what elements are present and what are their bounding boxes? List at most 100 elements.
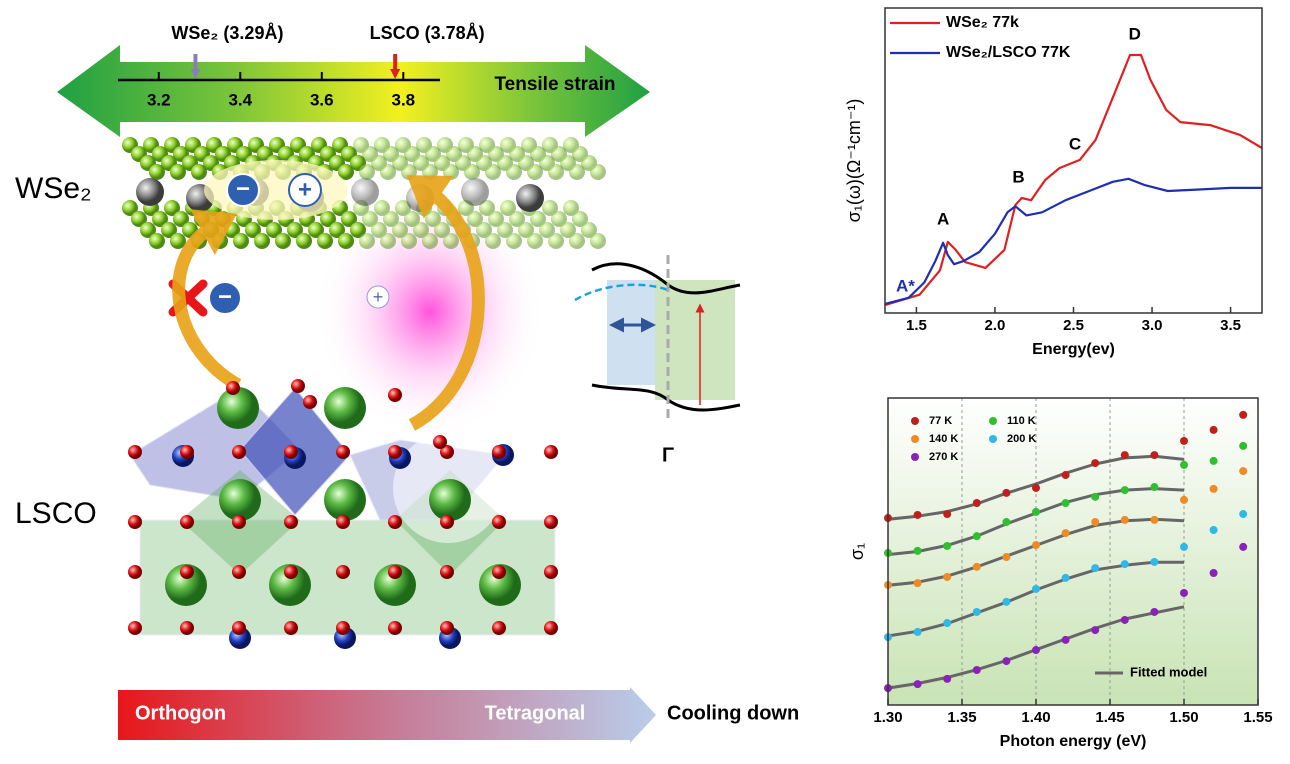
- la-atom: [374, 564, 416, 606]
- legend-swatch: [989, 417, 997, 425]
- se-atom: [530, 211, 546, 227]
- x-tick-label: 1.40: [1021, 709, 1050, 726]
- data-point: [1180, 542, 1188, 551]
- phase-start: Orthogon: [135, 702, 226, 724]
- se-atom: [362, 211, 378, 227]
- data-point: [972, 532, 981, 541]
- se-atom: [434, 222, 450, 238]
- x-axis-label: Energy(ev): [1032, 341, 1115, 358]
- o-atom: [440, 515, 454, 529]
- data-point: [943, 572, 952, 581]
- o-atom: [128, 515, 142, 529]
- data-point: [1091, 564, 1100, 573]
- se-atom: [560, 222, 576, 238]
- strain-arrow: [57, 45, 650, 137]
- se-atom: [518, 222, 534, 238]
- scale-tick-label: 3.6: [310, 90, 334, 109]
- se-atom: [341, 211, 357, 227]
- se-atom: [464, 164, 480, 180]
- legend-label: 140 K: [929, 433, 958, 445]
- o-atom: [388, 565, 402, 579]
- o-atom: [232, 565, 246, 579]
- se-atom: [590, 164, 606, 180]
- o-atom: [388, 445, 402, 459]
- o-atom: [303, 395, 317, 409]
- la-atom: [429, 479, 471, 521]
- data-point: [1091, 626, 1100, 635]
- x-tick-label: 1.50: [1169, 709, 1198, 726]
- se-atom: [170, 233, 186, 249]
- data-point: [943, 674, 952, 683]
- legend-label: 270 K: [929, 451, 958, 463]
- se-atom: [413, 222, 429, 238]
- data-point: [1209, 484, 1218, 493]
- legend-label: 200 K: [1007, 433, 1036, 445]
- data-point: [913, 546, 922, 555]
- o-atom: [388, 515, 402, 529]
- data-point: [1002, 553, 1011, 562]
- se-atom: [359, 233, 375, 249]
- se-atom: [581, 222, 597, 238]
- o-atom: [440, 565, 454, 579]
- o-atom: [128, 565, 142, 579]
- data-point: [913, 579, 922, 588]
- la-atom: [324, 479, 366, 521]
- o-atom: [180, 565, 194, 579]
- data-point: [1120, 615, 1129, 624]
- se-atom: [443, 164, 459, 180]
- o-atom: [284, 621, 298, 635]
- charge-label: −: [236, 175, 250, 202]
- data-line: [884, 53, 1263, 307]
- hole: [288, 173, 322, 207]
- x-tick-label: 1.35: [947, 709, 976, 726]
- se-atom: [374, 200, 390, 216]
- x-tick-label: 1.5: [906, 317, 927, 334]
- scale-marker-label: WSe₂ (3.29Å): [171, 23, 283, 43]
- x-tick-label: 3.0: [1142, 317, 1163, 334]
- data-point: [1239, 542, 1248, 551]
- legend-swatch: [911, 453, 919, 461]
- o-atom: [492, 515, 506, 529]
- o-atom: [180, 515, 194, 529]
- data-point: [943, 541, 952, 550]
- se-atom: [500, 200, 516, 216]
- o-atom: [232, 621, 246, 635]
- data-point: [1091, 492, 1100, 501]
- se-atom: [212, 233, 228, 249]
- se-atom: [296, 233, 312, 249]
- se-atom: [401, 164, 417, 180]
- scale-marker-head: [390, 69, 401, 79]
- se-atom: [509, 211, 525, 227]
- se-atom: [149, 164, 165, 180]
- legend-swatch: [911, 417, 919, 425]
- y-axis-label: σ₁(ω)(Ω⁻¹cm⁻¹): [844, 99, 864, 223]
- o-atom: [284, 445, 298, 459]
- se-atom: [569, 233, 585, 249]
- legend-label: Fitted model: [1130, 664, 1207, 679]
- data-point: [1002, 518, 1011, 527]
- o-atom: [232, 445, 246, 459]
- band-label: Γ: [662, 444, 674, 466]
- la-atom: [165, 564, 207, 606]
- se-atom: [488, 211, 504, 227]
- chart: 1.30 1.35 1.40 1.45 1.50 1.55 Photon energy (e…: [847, 397, 1273, 750]
- se-atom: [485, 233, 501, 249]
- plot-background: [888, 398, 1258, 705]
- se-atom: [497, 222, 513, 238]
- o-atom: [440, 621, 454, 635]
- plot-frame: [884, 7, 1263, 314]
- o-atom: [433, 435, 447, 449]
- data-point: [913, 627, 922, 636]
- annotation: C: [1069, 134, 1081, 153]
- o-atom: [388, 388, 402, 402]
- se-atom: [131, 211, 147, 227]
- data-point: [1032, 541, 1040, 550]
- o-atom: [128, 445, 142, 459]
- se-atom: [422, 164, 438, 180]
- se-atom: [548, 233, 564, 249]
- data-point: [1032, 483, 1040, 492]
- o-atom: [180, 445, 194, 459]
- o-atom: [492, 621, 506, 635]
- se-atom: [338, 233, 354, 249]
- data-point: [1209, 425, 1218, 434]
